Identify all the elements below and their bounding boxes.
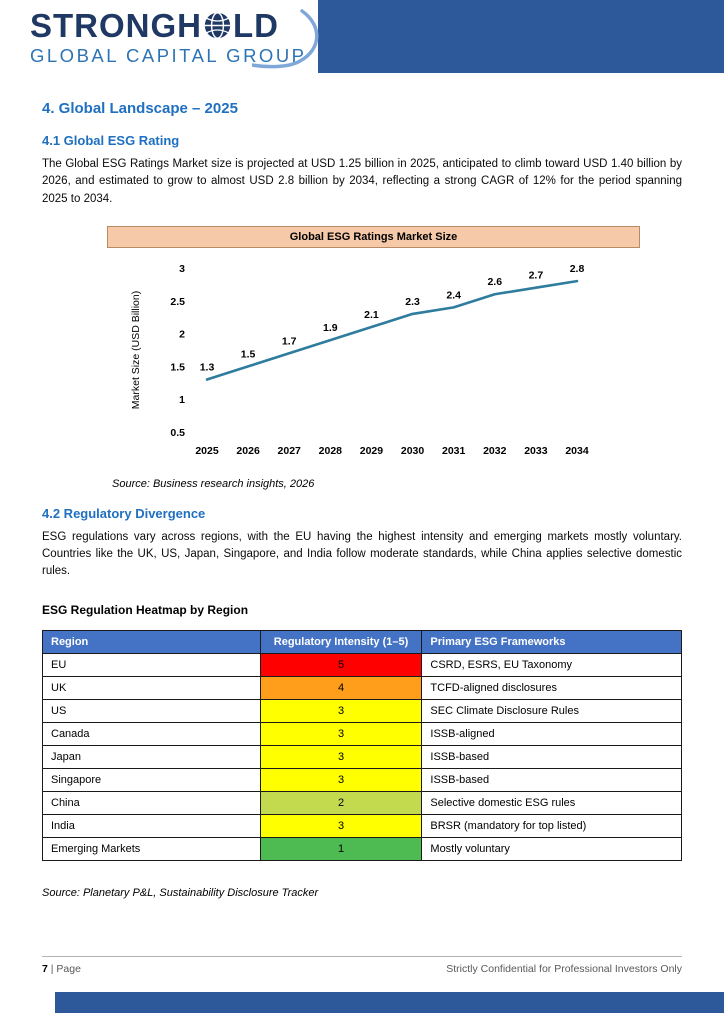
svg-text:2031: 2031 — [442, 445, 466, 457]
svg-text:2029: 2029 — [360, 445, 384, 457]
footer-divider — [42, 956, 682, 957]
svg-text:3: 3 — [179, 263, 185, 275]
framework-cell: SEC Climate Disclosure Rules — [421, 698, 682, 723]
svg-text:2: 2 — [179, 328, 185, 340]
footer-confidential: Strictly Confidential for Professional I… — [446, 963, 682, 975]
region-cell: India — [42, 813, 261, 838]
header-blue-band — [318, 0, 724, 73]
svg-text:0.5: 0.5 — [170, 427, 185, 439]
svg-text:2.5: 2.5 — [170, 296, 185, 308]
logo-text-part2: LD — [233, 7, 279, 44]
esg-market-chart: Global ESG Ratings Market Size 3 2.5 2 1.5 1… — [107, 225, 640, 466]
framework-cell: CSRD, ESRS, EU Taxonomy — [421, 652, 682, 677]
intensity-cell: 5 — [259, 652, 423, 677]
region-cell: Emerging Markets — [42, 836, 261, 861]
svg-text:2.7: 2.7 — [529, 269, 544, 281]
region-cell: UK — [42, 675, 261, 700]
region-cell: China — [42, 790, 261, 815]
intensity-cell: 3 — [259, 813, 423, 838]
svg-text:2026: 2026 — [236, 445, 260, 457]
svg-text:2034: 2034 — [565, 445, 589, 457]
svg-text:2032: 2032 — [483, 445, 507, 457]
heatmap-heading: ESG Regulation Heatmap by Region — [42, 602, 249, 617]
intensity-cell: 3 — [259, 767, 423, 792]
svg-text:2.3: 2.3 — [405, 296, 420, 308]
heatmap-table-body: EU 5 CSRD, ESRS, EU Taxonomy UK 4 TCFD-aligne… — [42, 652, 682, 861]
table-row: Emerging Markets 1 Mostly voluntary — [42, 836, 682, 861]
svg-text:1.9: 1.9 — [323, 322, 338, 334]
intensity-cell: 4 — [259, 675, 423, 700]
svg-text:2033: 2033 — [524, 445, 548, 457]
esg-heatmap-table: Region Regulatory Intensity (1–5) Primar… — [42, 629, 682, 861]
header-frameworks: Primary ESG Frameworks — [421, 629, 682, 654]
framework-cell: Selective domestic ESG rules — [421, 790, 682, 815]
page-content: 4. Global Landscape – 2025 4.1 Global ES… — [42, 100, 682, 899]
company-logo: STRONGH LD GLOBAL CAPITAL GROUP — [30, 9, 307, 67]
svg-text:1.7: 1.7 — [282, 335, 297, 347]
region-cell: Singapore — [42, 767, 261, 792]
page-word: | Page — [50, 963, 81, 975]
framework-cell: ISSB-aligned — [421, 721, 682, 746]
footer-page-number: 7 | Page — [42, 963, 81, 975]
region-cell: Canada — [42, 721, 261, 746]
table-row: UK 4 TCFD-aligned disclosures — [42, 675, 682, 700]
intensity-cell: 3 — [259, 698, 423, 723]
svg-text:1: 1 — [179, 394, 185, 406]
region-cell: US — [42, 698, 261, 723]
framework-cell: TCFD-aligned disclosures — [421, 675, 682, 700]
logo-subtitle: GLOBAL CAPITAL GROUP — [30, 45, 307, 66]
logo-wordmark: STRONGH LD — [30, 9, 307, 42]
header-region: Region — [42, 629, 261, 654]
subsection-42-heading: 4.2 Regulatory Divergence — [42, 505, 206, 521]
framework-cell: ISSB-based — [421, 744, 682, 769]
region-cell: Japan — [42, 744, 261, 769]
esg-chart-svg: 3 2.5 2 1.5 1 0.5 Market Size (USD Billion) 1.3… — [130, 263, 589, 457]
svg-text:2027: 2027 — [278, 445, 302, 457]
intensity-cell: 1 — [259, 836, 423, 861]
svg-text:2.4: 2.4 — [446, 289, 461, 301]
region-cell: EU — [42, 652, 261, 677]
table-header-row: Region Regulatory Intensity (1–5) Primar… — [42, 629, 682, 654]
table-row: Canada 3 ISSB-aligned — [42, 721, 682, 746]
intensity-cell: 2 — [259, 790, 423, 815]
table-row: US 3 SEC Climate Disclosure Rules — [42, 698, 682, 723]
intensity-cell: 3 — [259, 721, 423, 746]
table-row: Japan 3 ISSB-based — [42, 744, 682, 769]
svg-text:1.5: 1.5 — [241, 348, 256, 360]
svg-text:1.3: 1.3 — [200, 361, 215, 373]
footer-blue-band — [55, 992, 724, 1013]
table-source: Source: Planetary P&L, Sustainability Di… — [42, 886, 319, 899]
logo-text-part1: STRONGH — [30, 7, 202, 44]
chart-source: Source: Business research insights, 2026 — [112, 477, 315, 490]
svg-text:2025: 2025 — [195, 445, 219, 457]
table-row: EU 5 CSRD, ESRS, EU Taxonomy — [42, 652, 682, 677]
intensity-cell: 3 — [259, 744, 423, 769]
subsection-42-paragraph: ESG regulations vary across regions, wit… — [42, 530, 682, 578]
svg-text:2.1: 2.1 — [364, 309, 379, 321]
framework-cell: Mostly voluntary — [421, 836, 682, 861]
globe-icon — [204, 12, 231, 39]
framework-cell: ISSB-based — [421, 767, 682, 792]
page-number: 7 — [42, 963, 48, 975]
svg-text:2028: 2028 — [319, 445, 343, 457]
table-row: India 3 BRSR (mandatory for top listed) — [42, 813, 682, 838]
header-intensity: Regulatory Intensity (1–5) — [259, 629, 423, 654]
chart-title: Global ESG Ratings Market Size — [107, 225, 640, 248]
subsection-41-paragraph: The Global ESG Ratings Market size is pr… — [42, 158, 682, 205]
page-header: STRONGH LD GLOBAL CAPITAL GROUP — [0, 0, 724, 92]
subsection-41-heading: 4.1 Global ESG Rating — [42, 133, 180, 148]
logo-swoosh-icon — [252, 9, 319, 69]
svg-text:2.6: 2.6 — [487, 276, 502, 288]
svg-text:1.5: 1.5 — [170, 361, 185, 373]
svg-text:Market Size (USD Billion): Market Size (USD Billion) — [130, 291, 142, 409]
table-row: Singapore 3 ISSB-based — [42, 767, 682, 792]
svg-text:2030: 2030 — [401, 445, 425, 457]
framework-cell: BRSR (mandatory for top listed) — [421, 813, 682, 838]
section-heading: 4. Global Landscape – 2025 — [42, 100, 238, 117]
table-row: China 2 Selective domestic ESG rules — [42, 790, 682, 815]
svg-text:2.8: 2.8 — [570, 263, 585, 275]
